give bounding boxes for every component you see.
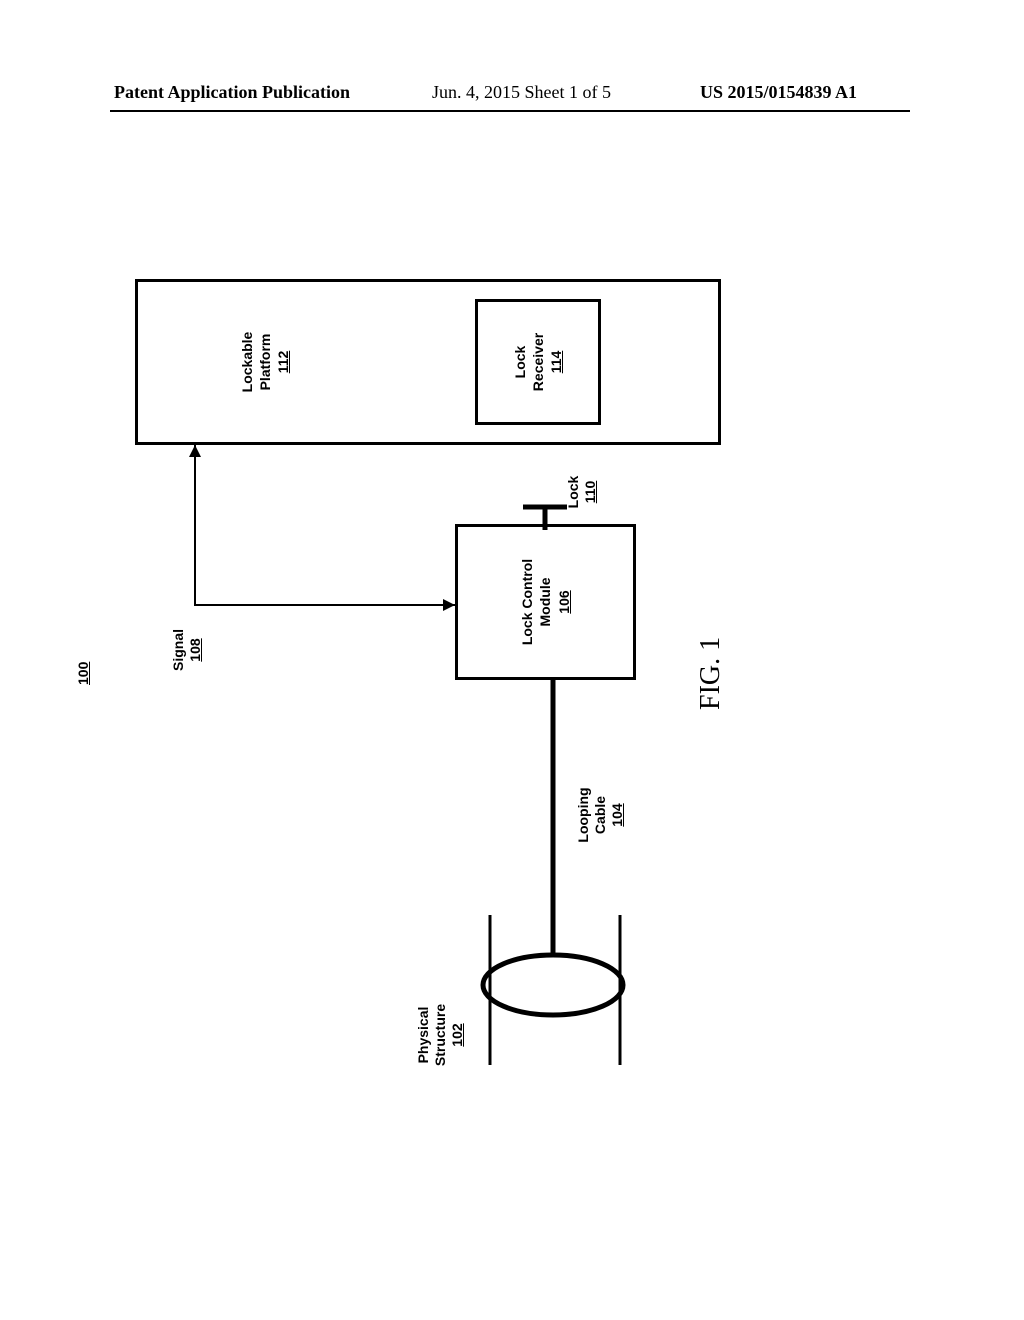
- signal-text: Signal: [170, 629, 186, 671]
- physical-structure-label: Physical Structure 102: [415, 985, 465, 1085]
- lockable-platform-box: Lockable Platform 112: [135, 279, 721, 445]
- header-right: US 2015/0154839 A1: [700, 82, 857, 103]
- lock-control-module-text: Lock Control Module: [518, 559, 554, 645]
- lock-receiver-box: Lock Receiver 114: [475, 299, 601, 425]
- header-rule: [110, 110, 910, 112]
- physical-structure-number: 102: [449, 1023, 465, 1046]
- lock-receiver-number: 114: [547, 351, 565, 374]
- header-left: Patent Application Publication: [114, 82, 350, 103]
- page: Patent Application Publication Jun. 4, 2…: [0, 0, 1024, 1320]
- ref-number-100: 100: [75, 662, 91, 685]
- looping-cable-label: Looping Cable 104: [575, 775, 625, 855]
- header-mid: Jun. 4, 2015 Sheet 1 of 5: [432, 82, 611, 103]
- lockable-platform-number: 112: [274, 351, 292, 374]
- looping-cable-text: Looping Cable: [575, 787, 608, 842]
- figure-1-diagram: 100 Signal 108 Physical Structure 102 Lo…: [135, 285, 885, 1065]
- figure-caption: FIG. 1: [695, 637, 727, 710]
- looping-cable-number: 104: [609, 803, 625, 826]
- lock-control-module-number: 106: [555, 590, 573, 613]
- lock-label: Lock 110: [565, 467, 599, 517]
- signal-label: Signal 108: [170, 615, 204, 685]
- lock-text: Lock: [565, 476, 581, 509]
- lock-number: 110: [582, 481, 598, 504]
- lockable-platform-text: Lockable Platform: [238, 332, 274, 393]
- signal-number: 108: [187, 638, 203, 661]
- physical-structure-text: Physical Structure: [415, 1004, 448, 1066]
- lock-control-module-box: Lock Control Module 106: [455, 524, 636, 680]
- lock-receiver-text: Lock Receiver: [511, 333, 547, 391]
